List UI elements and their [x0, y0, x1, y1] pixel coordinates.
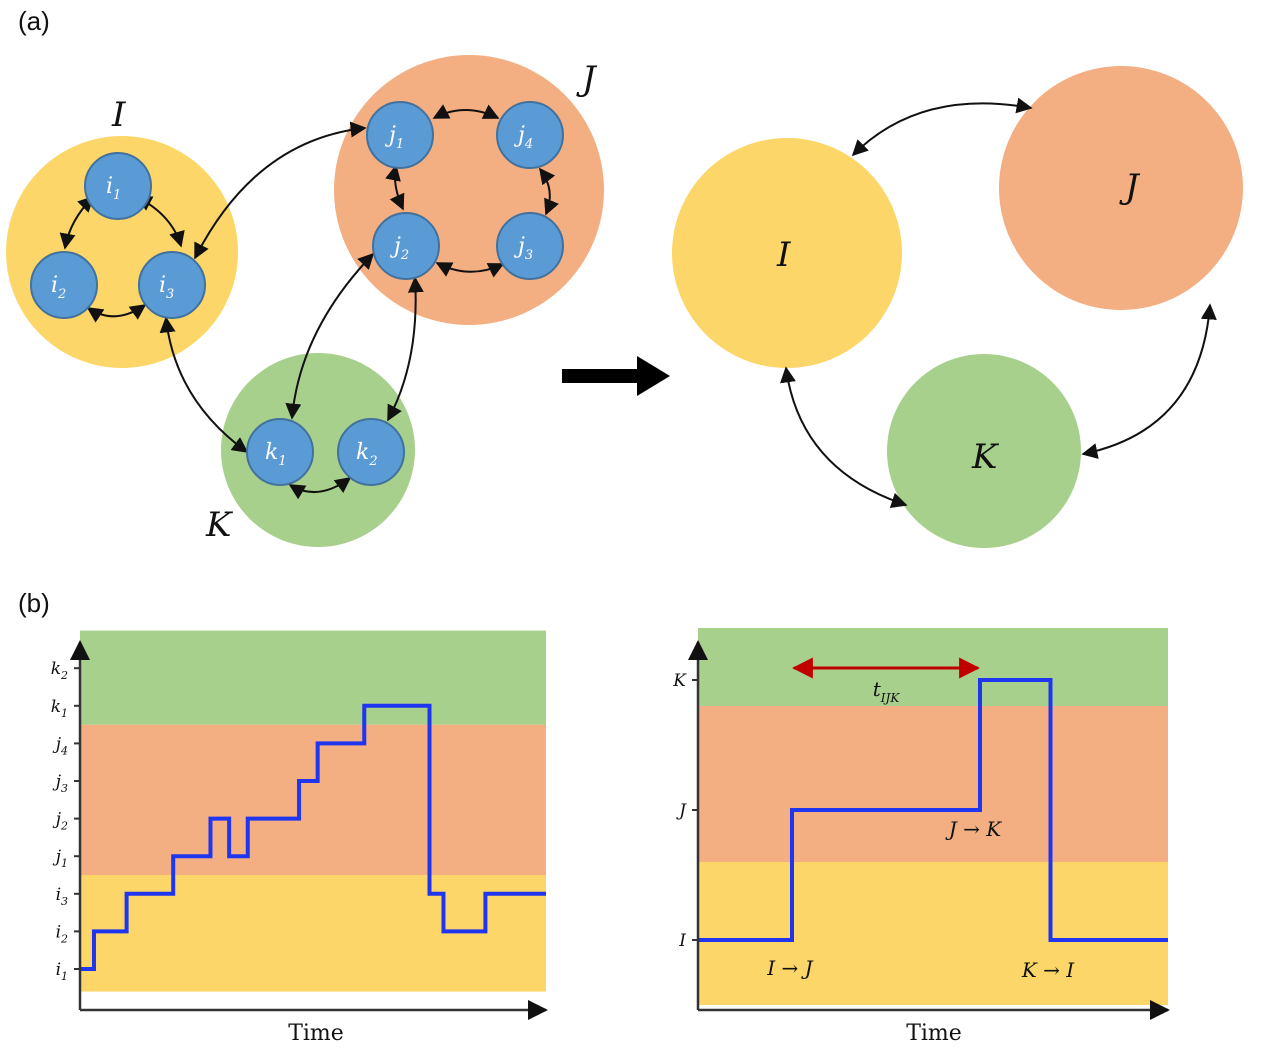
y-tick-label: J — [676, 801, 687, 821]
annotation-I-to-J: I → J — [766, 956, 813, 980]
edge-j2-k2 — [387, 276, 424, 422]
node-k2-sub: 2 — [368, 454, 377, 469]
node-j2-sub: 2 — [400, 248, 409, 263]
cluster-J-label: J — [576, 59, 598, 99]
svg-text:k2: k2 — [356, 440, 378, 469]
node-i2-circle — [30, 251, 98, 319]
node-k1-circle — [246, 418, 314, 486]
node-i3: i3 — [138, 251, 206, 319]
node-i3-circle — [138, 251, 206, 319]
edge-J-K — [1081, 303, 1217, 459]
macro-x-axis-title: Time — [906, 1021, 962, 1046]
micro-edges — [59, 104, 559, 500]
macro-trajectory-chart: I J K Time tIJK I → J J → K K → I — [672, 628, 1170, 1046]
node-k1-sub: 1 — [278, 454, 286, 469]
edge-j1-i3 — [194, 121, 367, 260]
node-k1: k1 — [246, 418, 314, 486]
cluster-J-circle — [334, 55, 604, 325]
svg-text:k1: k1 — [265, 440, 287, 469]
node-k2-circle — [337, 418, 405, 486]
node-i1: i1 — [84, 152, 152, 220]
node-i2-base: i — [51, 273, 58, 298]
node-j4: j4 — [496, 101, 564, 169]
node-j4-circle — [496, 101, 564, 169]
node-k2: k2 — [337, 418, 405, 486]
interval-base: t — [873, 677, 882, 701]
coarse-grain-arrow-icon — [562, 356, 670, 396]
node-i1-circle — [84, 152, 152, 220]
macro-trajectory-line — [698, 678, 1168, 942]
node-j3-circle — [496, 212, 564, 280]
node-j2: j2 — [372, 212, 440, 280]
macro-I-label: I — [776, 235, 791, 275]
micro-chart-yticks: i1 i2 i3 j1 j2 j3 j4 k1 k2 — [51, 659, 80, 983]
macro-I-circle — [672, 138, 902, 368]
macro-chart-bands — [698, 628, 1168, 1005]
y-tick-label: I — [678, 931, 686, 951]
edge-j2-j3 — [435, 262, 505, 278]
edge-j4-j3 — [539, 167, 559, 216]
edge-i2-i3 — [86, 304, 147, 323]
micro-x-axis-title: Time — [288, 1021, 344, 1046]
band-J — [80, 724, 546, 875]
macro-K-circle — [887, 354, 1081, 548]
node-j1-sub: 1 — [396, 137, 404, 152]
edge-j2-k1 — [285, 252, 375, 420]
node-i3-base: i — [159, 273, 166, 298]
node-i2: i2 — [30, 251, 98, 319]
node-j4-sub: 4 — [524, 137, 533, 152]
macro-J-circle — [999, 66, 1243, 310]
edge-I-J — [851, 97, 1033, 157]
cluster-I-label: I — [111, 95, 126, 135]
node-k2-base: k — [356, 440, 369, 465]
macro-J-label: J — [1119, 167, 1141, 207]
edge-j1-j2 — [385, 164, 405, 211]
y-tick-label: j2 — [52, 810, 68, 833]
node-j1-circle — [366, 101, 434, 169]
node-j3: j3 — [496, 212, 564, 280]
svg-text:i2: i2 — [51, 273, 66, 302]
node-i3-sub: 3 — [166, 287, 174, 302]
y-tick-label: k2 — [51, 659, 68, 682]
cluster-K-label: K — [205, 505, 234, 545]
micro-chart-bands — [80, 630, 546, 992]
micro-nodes: i1 i2 i3 j1 j4 j2 j3 k1 — [30, 101, 564, 486]
node-j3-sub: 3 — [525, 248, 533, 263]
panel-b-label: (b) — [18, 588, 50, 618]
edge-k1-k2 — [288, 477, 352, 500]
node-i1-base: i — [106, 174, 113, 199]
edge-i3-k1 — [159, 316, 249, 453]
y-tick-label: i2 — [56, 922, 68, 945]
edge-I-K — [780, 366, 908, 509]
svg-text:i3: i3 — [159, 273, 174, 302]
y-tick-label: K — [672, 671, 687, 691]
node-i2-sub: 2 — [57, 287, 66, 302]
micro-trajectory-chart: i1 i2 i3 j1 j2 j3 j4 k1 k2 Time — [51, 630, 548, 1046]
y-tick-label: i1 — [56, 960, 68, 983]
macro-edges — [780, 97, 1217, 509]
y-tick-label: i3 — [56, 885, 68, 908]
node-j2-circle — [372, 212, 440, 280]
micro-trajectory-line — [80, 703, 546, 971]
panel-a-label: (a) — [18, 6, 50, 36]
band-K — [80, 630, 546, 725]
band-I — [698, 862, 1168, 1005]
node-j1: j1 — [366, 101, 434, 169]
macro-chart-yticks: I J K — [672, 671, 698, 951]
y-tick-label: k1 — [51, 697, 68, 720]
edge-j1-j4 — [432, 104, 500, 119]
annotation-J-to-K: J → K — [945, 817, 1002, 841]
y-tick-label: j4 — [52, 734, 68, 757]
interval-sub: IJK — [880, 691, 901, 705]
band-J — [698, 706, 1168, 862]
svg-text:i1: i1 — [106, 174, 121, 203]
node-i1-sub: 1 — [113, 188, 121, 203]
y-tick-label: j3 — [52, 772, 68, 795]
macro-K-label: K — [971, 437, 1000, 477]
interval-label: tIJK — [873, 677, 901, 705]
node-k1-base: k — [265, 440, 278, 465]
y-tick-label: j1 — [52, 847, 68, 870]
annotation-K-to-I: K → I — [1021, 958, 1075, 982]
